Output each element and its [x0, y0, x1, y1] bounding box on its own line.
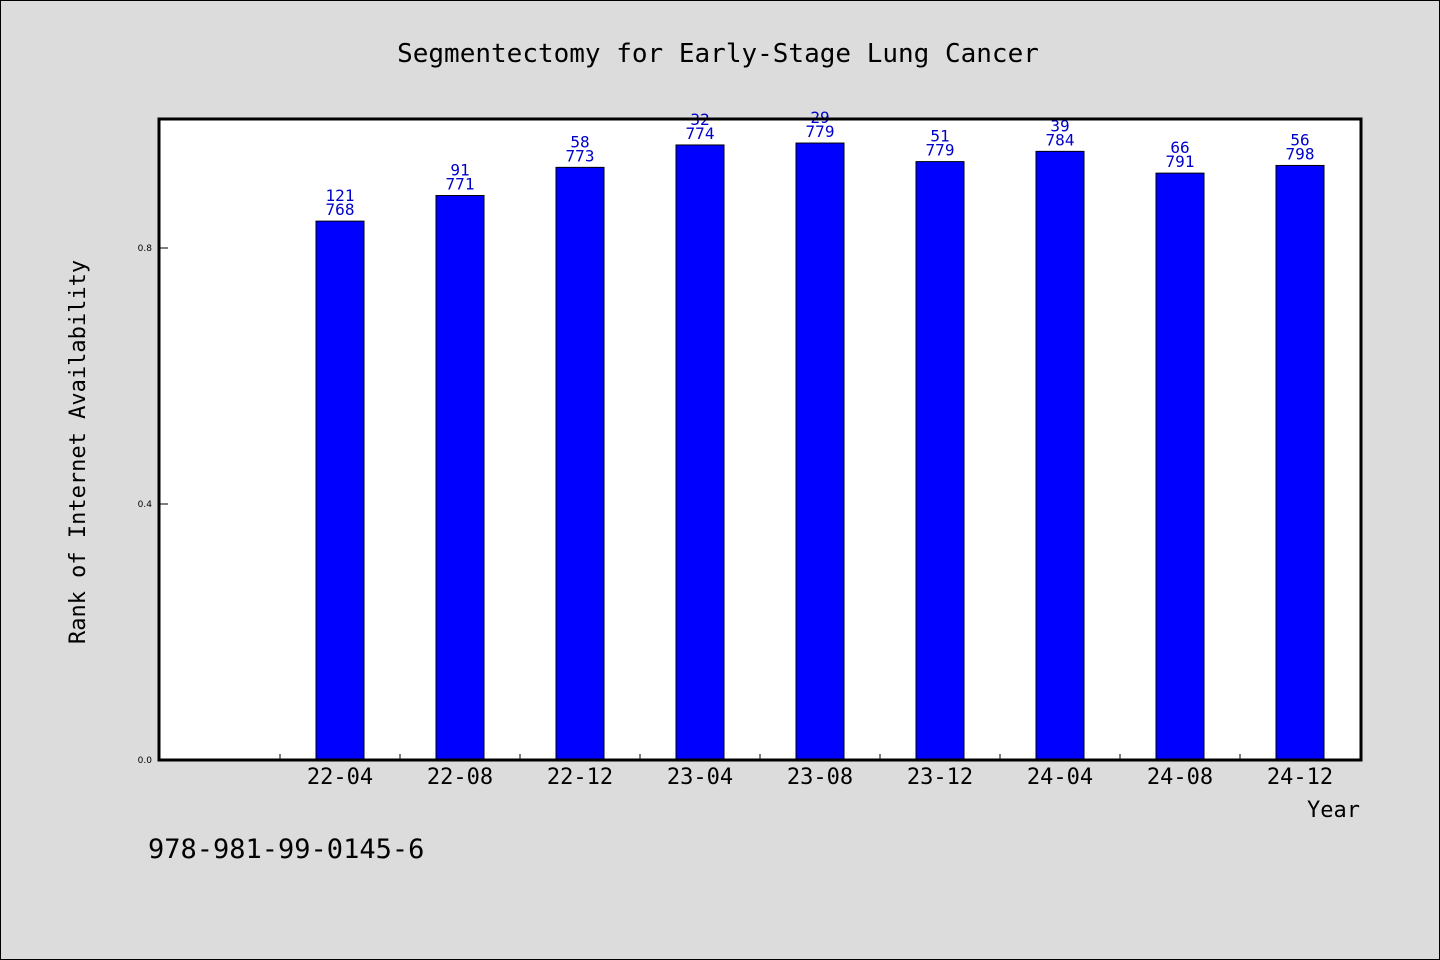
count-label-23-04: 774 — [686, 124, 715, 143]
bar-22-12 — [555, 166, 605, 761]
x-tick-label-24-12: 24-12 — [1267, 765, 1333, 790]
count-label-22-04: 768 — [326, 200, 355, 219]
bar-23-12 — [915, 161, 965, 761]
count-label-22-08: 771 — [446, 175, 475, 194]
bar-23-04 — [675, 144, 725, 761]
x-tick-label-22-04: 22-04 — [307, 765, 373, 790]
isbn-text: 978-981-99-0145-6 — [148, 834, 425, 865]
x-tick-label-22-12: 22-12 — [547, 765, 613, 790]
bar-24-12 — [1275, 164, 1325, 761]
x-tick-label-23-12: 23-12 — [907, 765, 973, 790]
x-tick-label-24-04: 24-04 — [1027, 765, 1093, 790]
rank-label-24-08: 66 — [1170, 138, 1189, 157]
y-tick-label: 0.8 — [138, 244, 153, 254]
ticks-layer: 22-04 22-08 22-12 23-04 23-08 23-12 24-04 24-08… — [138, 244, 1333, 790]
rank-label-24-04: 39 — [1050, 116, 1069, 135]
count-label-24-08: 791 — [1166, 152, 1195, 171]
rank-label-22-04: 121 — [326, 186, 355, 205]
rank-label-23-12: 51 — [930, 127, 949, 146]
count-label-23-12: 779 — [926, 141, 955, 160]
plot-frame — [157, 117, 1363, 762]
rank-label-22-08: 91 — [450, 161, 469, 180]
x-tick-label-22-08: 22-08 — [427, 765, 493, 790]
chart-title: Segmentectomy for Early-Stage Lung Cance… — [397, 39, 1039, 69]
bar-23-08 — [795, 142, 845, 761]
bar-22-08 — [435, 195, 485, 761]
x-tick-label-24-08: 24-08 — [1147, 765, 1213, 790]
count-label-23-08: 779 — [806, 122, 835, 141]
count-label-24-12: 798 — [1286, 144, 1315, 163]
bar-22-04 — [315, 220, 365, 761]
rank-label-22-12: 58 — [570, 132, 589, 151]
y-tick-label: 0.0 — [138, 756, 153, 766]
rank-label-24-12: 56 — [1290, 130, 1309, 149]
y-axis-label: Rank of Internet Availability — [66, 260, 91, 644]
count-label-22-12: 773 — [566, 146, 595, 165]
count-label-24-04: 784 — [1046, 130, 1075, 149]
x-tick-label-23-08: 23-08 — [787, 765, 853, 790]
bar-24-08 — [1155, 172, 1205, 761]
y-tick-label: 0.4 — [138, 500, 153, 510]
x-tick-label-23-04: 23-04 — [667, 765, 733, 790]
bar-24-04 — [1035, 150, 1085, 761]
x-axis-label: Year — [1307, 798, 1360, 823]
